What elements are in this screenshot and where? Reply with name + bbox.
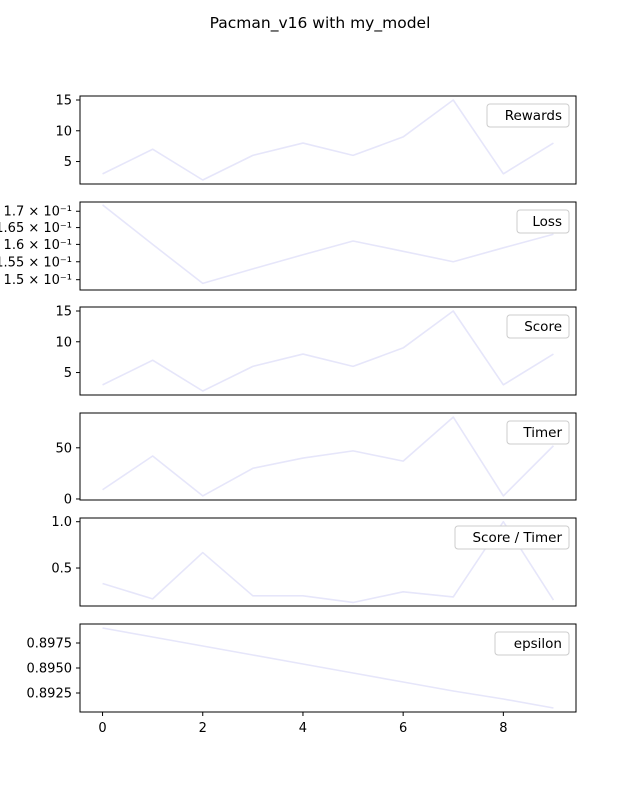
x-tick-label: 2 [199,721,207,736]
subplots: 5 10 15 Rewards 1.5 × 10⁻¹ 1.55 × 10⁻¹ 1.6 × 1… [0,94,576,737]
subplot: 0.5 1.0 Score / Timer [51,515,576,606]
legend: Score [507,315,569,338]
legend: epsilon [495,632,569,655]
y-tick-label: 1.0 [51,515,72,530]
y-tick-label: 0.8925 [27,687,73,702]
series-line [103,205,554,284]
legend: Rewards [487,104,569,127]
y-tick-label: 15 [55,305,72,320]
x-tick-label: 0 [98,721,106,736]
y-tick-label: 0.5 [51,562,72,577]
y-tick-label: 5 [64,366,72,381]
y-tick-label: 50 [55,441,72,456]
subplot: 0.8925 0.8950 0.8975 epsilon 0 2 4 6 8 [27,624,577,736]
legend-label: Score / Timer [472,530,562,546]
legend-label: Loss [532,214,562,230]
y-tick-label: 15 [55,94,72,109]
legend: Timer [507,421,569,444]
series-line [103,311,554,391]
legend: Loss [517,210,569,233]
series-line [103,100,554,180]
y-tick-label: 0.8975 [27,637,73,652]
legend-label: epsilon [514,636,562,652]
series-line [103,628,554,708]
legend: Score / Timer [455,526,569,549]
y-tick-label: 0 [64,492,72,507]
y-tick-label: 1.6 × 10⁻¹ [4,238,72,253]
figure-title: Pacman_v16 with my_model [210,14,431,33]
x-tick-label: 4 [299,721,307,736]
y-tick-label: 1.5 × 10⁻¹ [4,273,72,288]
legend-label: Rewards [505,108,562,124]
subplot: 5 10 15 Score [55,305,576,396]
series-line [103,417,554,496]
legend-label: Timer [522,425,562,441]
y-tick-label: 1.55 × 10⁻¹ [0,255,72,270]
legend-label: Score [524,319,562,335]
y-tick-label: 1.7 × 10⁻¹ [4,205,72,220]
x-tick-label: 6 [399,721,407,736]
y-tick-label: 5 [64,155,72,170]
y-tick-label: 1.65 × 10⁻¹ [0,221,72,236]
y-tick-label: 10 [55,335,72,350]
subplot: 0 50 Timer [55,413,576,507]
subplot: 1.5 × 10⁻¹ 1.55 × 10⁻¹ 1.6 × 10⁻¹ 1.65 × 10… [0,202,576,290]
x-tick-label: 8 [499,721,507,736]
y-tick-label: 0.8950 [27,662,73,677]
subplot: 5 10 15 Rewards [55,94,576,185]
y-tick-label: 10 [55,124,72,139]
